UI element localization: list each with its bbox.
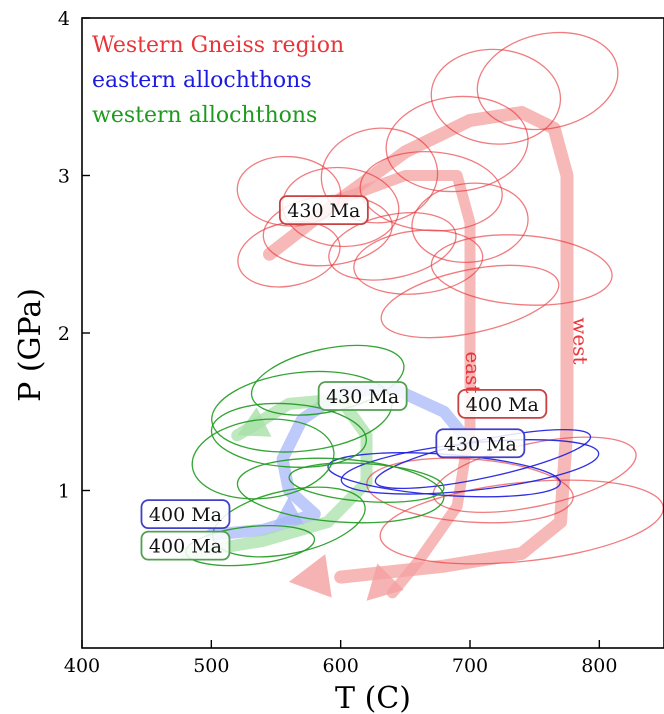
pt-ellipse (250, 344, 405, 416)
west-path-arrow (263, 106, 574, 584)
western-allochthons-arrowhead (237, 407, 272, 437)
eastern-allochthons-arrowhead (273, 496, 305, 525)
annotations: 430 Ma 430 Ma 400 Ma 430 Ma 400 Ma 400 Ma west… (140, 195, 592, 561)
pt-ellipse (236, 457, 445, 524)
pt-ellipse (288, 462, 445, 503)
x-tick-label: 700 (452, 655, 488, 677)
x-tick-label: 400 (64, 655, 100, 677)
axis-ticks: 400 500 600 700 800 1 2 3 4 (58, 8, 618, 677)
pt-ellipse (236, 155, 342, 227)
pt-ellipse (366, 457, 574, 524)
y-tick-label: 2 (58, 323, 70, 345)
y-tick-label: 1 (58, 481, 70, 503)
age-label: 430 Ma (287, 200, 360, 222)
pt-ellipse (380, 264, 560, 339)
series-western-allochthons (185, 344, 445, 567)
pt-ellipse (476, 31, 619, 131)
pt-ellipse (385, 95, 529, 193)
pt-ellipse (353, 229, 484, 295)
legend: Western Gneiss region eastern allochthons… (92, 33, 344, 128)
age-label-box (317, 381, 408, 411)
legend-entry: western allochthons (92, 103, 317, 128)
path-label: west (568, 317, 592, 364)
y-tick-label: 3 (58, 166, 70, 188)
x-axis-label: T (C) (335, 681, 411, 714)
age-label: 430 Ma (326, 386, 399, 408)
age-label: 430 Ma (444, 433, 517, 455)
age-label: 400 Ma (466, 394, 539, 416)
west-arrowhead (288, 554, 332, 598)
age-label-box (457, 388, 548, 419)
age-label-box (140, 530, 231, 561)
x-tick-label: 500 (193, 655, 229, 677)
legend-entry: Western Gneiss region (92, 33, 344, 58)
pt-ellipse (430, 48, 562, 145)
y-tick-label: 4 (58, 8, 70, 30)
age-label: 400 Ma (149, 504, 222, 526)
age-label-box (278, 195, 369, 226)
pt-ellipse (210, 402, 368, 468)
path-label: east (461, 351, 485, 393)
age-label: 400 Ma (149, 536, 222, 558)
y-axis-label: P (GPa) (13, 288, 48, 402)
pt-ellipse (191, 418, 335, 500)
legend-entry: eastern allochthons (92, 68, 312, 93)
age-label-box (140, 499, 231, 530)
x-tick-label: 800 (581, 655, 617, 677)
pt-ellipse (430, 234, 613, 306)
east-arrowhead (366, 563, 404, 601)
pt-ellipse (411, 182, 529, 264)
age-label-box (435, 428, 526, 459)
pt-ellipse (320, 127, 439, 224)
western-allochthons-path-arrow (179, 393, 373, 560)
x-tick-label: 600 (323, 655, 359, 677)
